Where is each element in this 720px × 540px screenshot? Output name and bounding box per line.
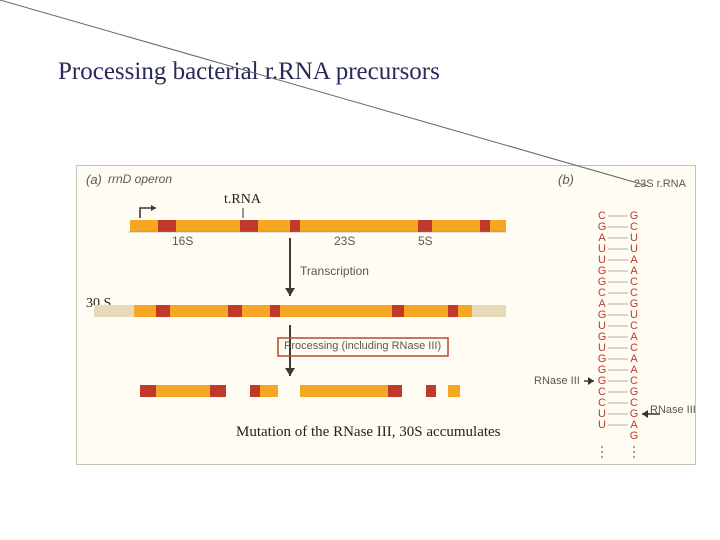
diagram-svg: CGGCAUUUUAGAGCCCAGGUUCGAUCGAGAGCCGCCUGUA… [0, 0, 720, 540]
svg-text:U: U [598, 419, 606, 431]
svg-text:G: G [630, 430, 639, 442]
